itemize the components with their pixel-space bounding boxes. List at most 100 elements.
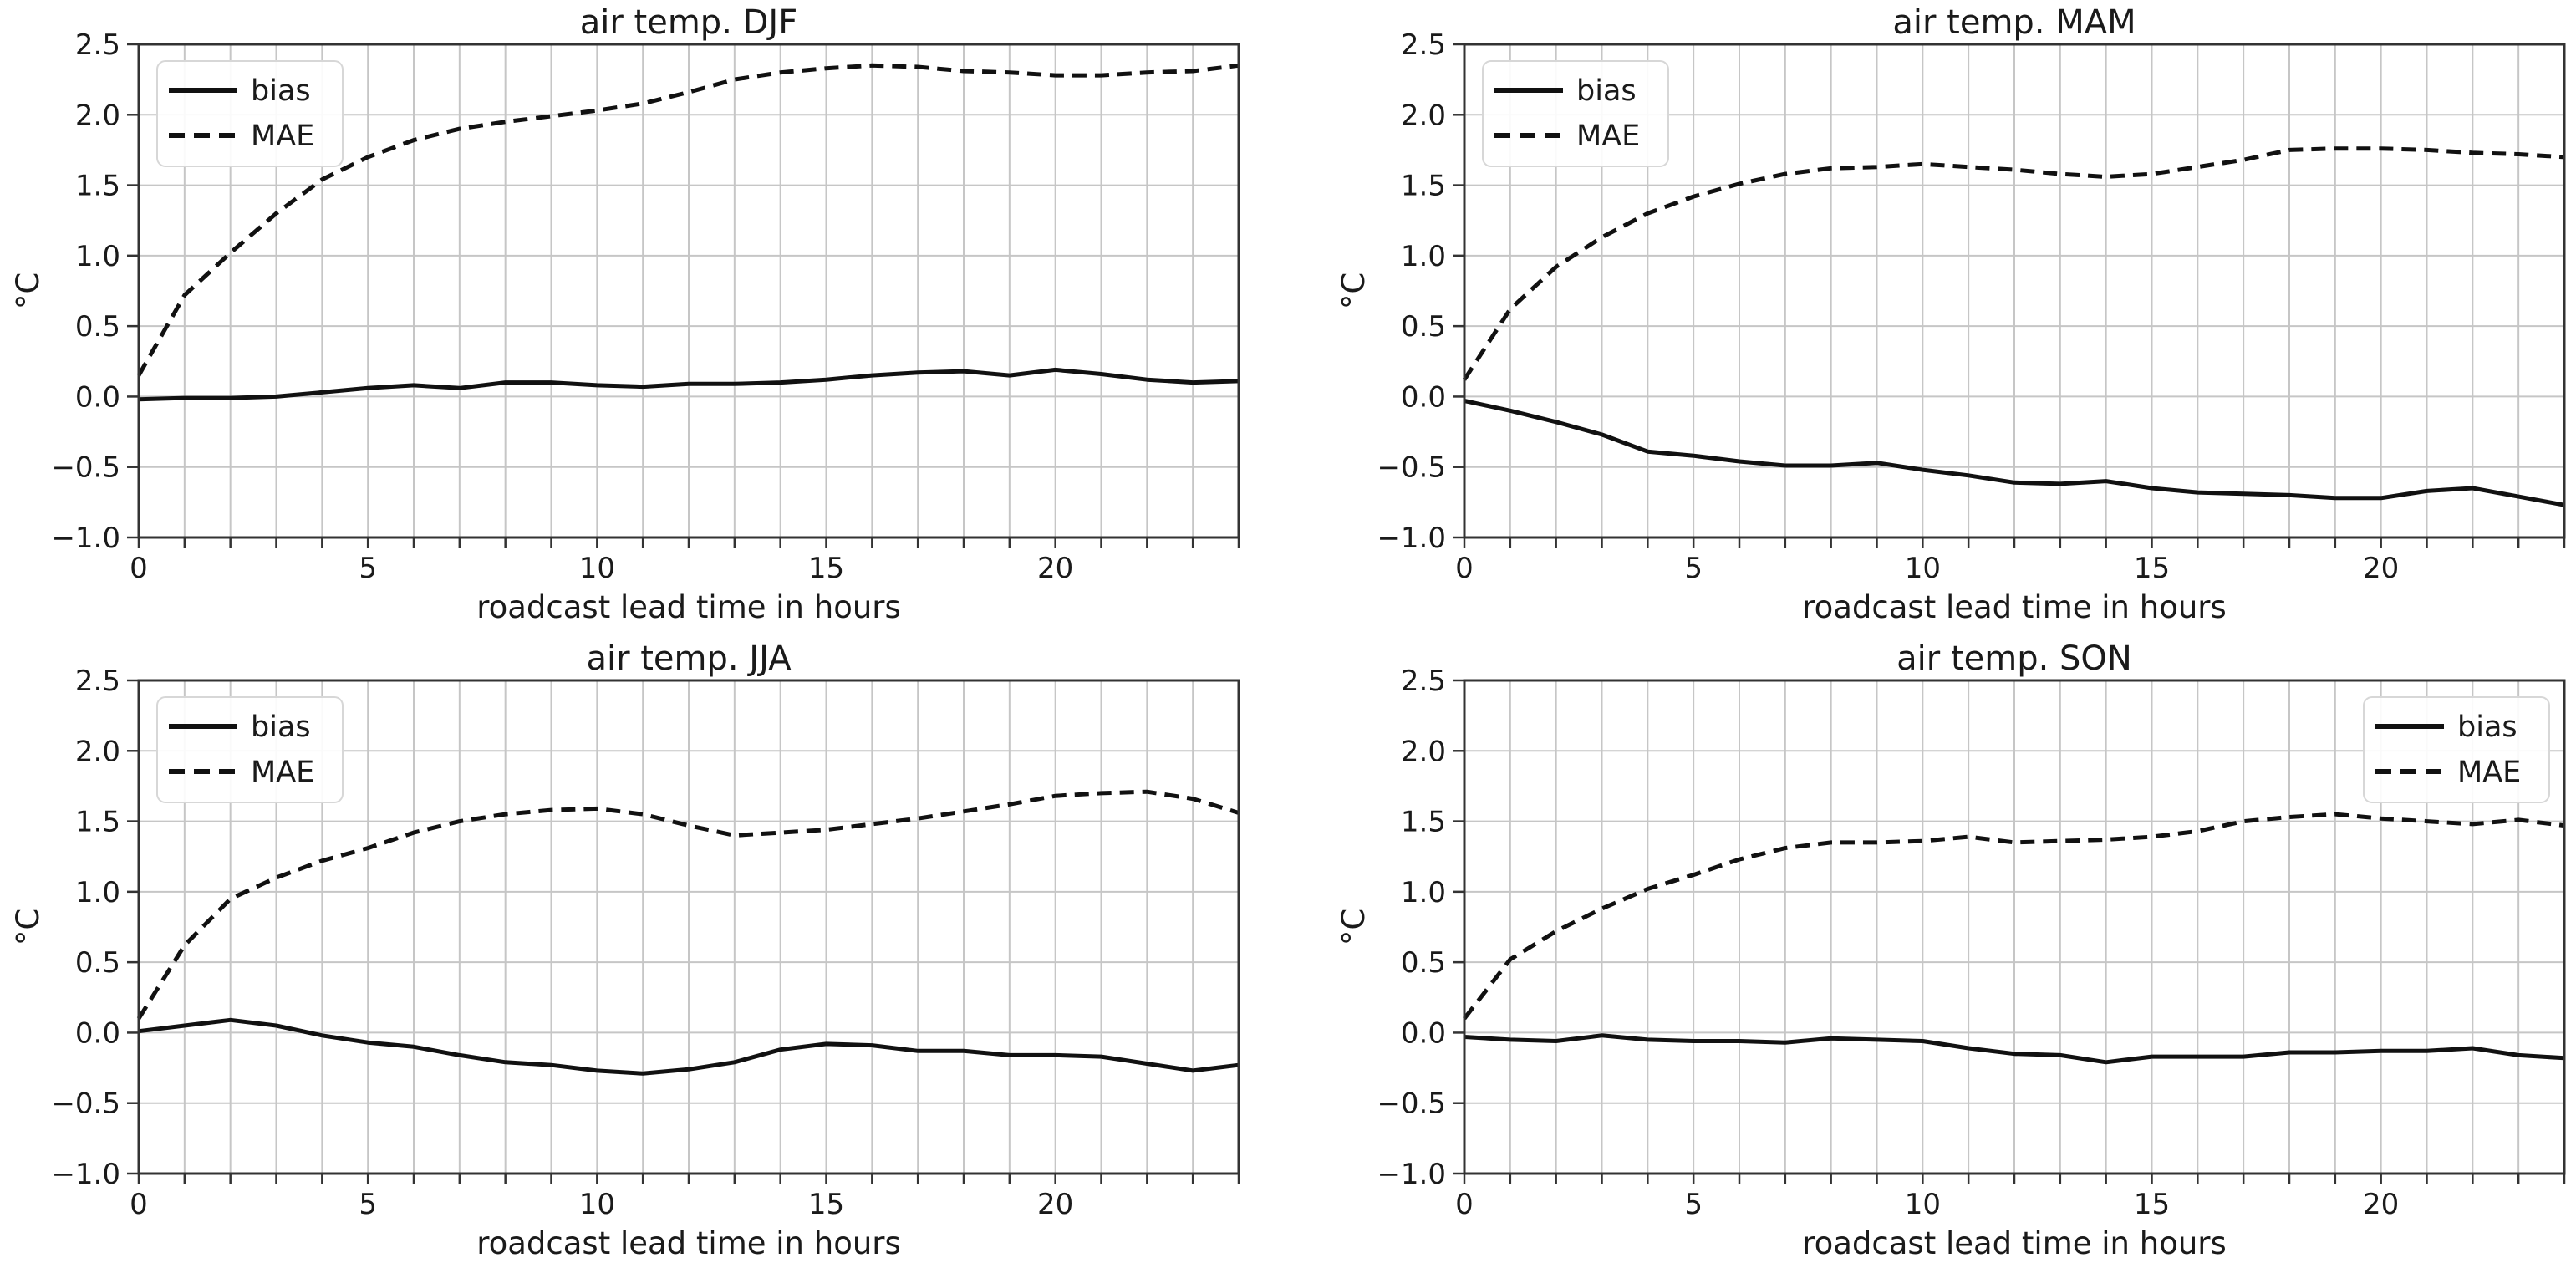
legend-box [156, 60, 344, 167]
x-axis-label: roadcast lead time in hours [1802, 589, 2227, 625]
x-axis-label: roadcast lead time in hours [476, 589, 901, 625]
series-bias-line [138, 1017, 1240, 1076]
y-tick-label: 2.5 [75, 665, 120, 698]
x-tick-label: 20 [1037, 1188, 1073, 1221]
series-bias-line [1464, 1033, 2565, 1065]
chart-title: air temp. DJF [580, 3, 797, 42]
y-tick-label: −1.0 [51, 1158, 120, 1191]
y-tick-label: 0.5 [75, 946, 120, 980]
x-tick-label: 0 [130, 552, 148, 585]
legend-label: MAE [251, 120, 314, 153]
legend-label: MAE [2457, 756, 2521, 789]
x-tick-label: 0 [1455, 552, 1474, 585]
y-tick-label: 1.5 [1401, 806, 1446, 839]
y-tick-label: 1.0 [75, 876, 120, 909]
y-tick-label: 2.0 [1401, 99, 1446, 132]
y-tick-label: 1.0 [1401, 876, 1446, 909]
y-axis-ticks: 2.5 2.0 1.5 1.0 0.5 0.0 −0.5 −1.0 [1377, 28, 1464, 555]
y-tick-label: 1.5 [75, 170, 120, 203]
x-tick-label: 5 [1684, 1188, 1703, 1221]
legend-label: bias [1576, 74, 1637, 108]
y-tick-label: 0.0 [75, 380, 120, 414]
series-bias-line [138, 367, 1240, 402]
x-tick-label: 20 [2363, 1188, 2399, 1221]
series-mae-line [136, 789, 1240, 1020]
y-tick-label: 0.0 [1401, 1016, 1446, 1050]
y-tick-label: 1.5 [75, 806, 120, 839]
y-axis-ticks: 2.5 2.0 1.5 1.0 0.5 0.0 −0.5 −1.0 [1377, 665, 1464, 1191]
y-tick-label: −0.5 [51, 1087, 120, 1121]
x-axis-label: roadcast lead time in hours [476, 1225, 901, 1260]
legend-label: bias [251, 74, 311, 108]
x-axis-ticks: 0 5 10 15 20 [1455, 537, 2566, 585]
y-axis-ticks: 2.5 2.0 1.5 1.0 0.5 0.0 −0.5 −1.0 [51, 28, 139, 555]
y-tick-label: 1.0 [75, 240, 120, 273]
x-tick-label: 0 [130, 1188, 148, 1221]
x-tick-label: 5 [359, 1188, 377, 1221]
y-tick-label: −1.0 [1377, 1158, 1446, 1191]
y-axis-label: °C [10, 272, 46, 309]
x-tick-label: 0 [1455, 1188, 1474, 1221]
chart-title: air temp. MAM [1892, 3, 2136, 42]
x-axis-label: roadcast lead time in hours [1802, 1225, 2227, 1260]
chart-title: air temp. JJA [586, 639, 792, 678]
y-tick-label: 0.5 [75, 310, 120, 344]
legend: bias MAE [2363, 696, 2550, 803]
y-tick-label: 2.5 [1401, 665, 1446, 698]
x-tick-label: 10 [1905, 552, 1941, 585]
x-axis-ticks: 0 5 10 15 20 [130, 537, 1240, 585]
series-mae-line [1462, 146, 2565, 381]
y-tick-label: 2.0 [1401, 735, 1446, 768]
y-tick-label: 1.0 [1401, 240, 1446, 273]
y-tick-label: 1.5 [1401, 170, 1446, 203]
legend: bias MAE [156, 60, 344, 167]
x-tick-label: 5 [1684, 552, 1703, 585]
legend: bias MAE [156, 696, 344, 803]
x-tick-label: 15 [808, 1188, 844, 1221]
legend-label: bias [251, 710, 311, 744]
legend-label: MAE [251, 756, 314, 789]
legend-label: bias [2457, 710, 2517, 744]
gridlines [1464, 680, 2564, 1174]
x-tick-label: 10 [579, 552, 615, 585]
y-tick-label: 0.0 [1401, 380, 1446, 414]
gridlines [139, 680, 1239, 1174]
y-axis-label: °C [10, 909, 46, 945]
legend-box [156, 696, 344, 803]
y-tick-label: 2.0 [75, 735, 120, 768]
x-tick-label: 10 [1905, 1188, 1941, 1221]
x-tick-label: 20 [2363, 552, 2399, 585]
legend-box [1482, 60, 1669, 167]
chart-title: air temp. SON [1896, 639, 2132, 678]
y-tick-label: 0.5 [1401, 310, 1446, 344]
x-tick-label: 15 [2134, 552, 2170, 585]
y-tick-label: 0.0 [75, 1016, 120, 1050]
series-bias-line [1464, 399, 2565, 507]
y-axis-label: °C [1336, 272, 1372, 309]
x-axis-ticks: 0 5 10 15 20 [1455, 1174, 2566, 1221]
x-tick-label: 15 [2134, 1188, 2170, 1221]
y-tick-label: 2.5 [75, 28, 120, 62]
y-tick-label: −0.5 [51, 451, 120, 485]
y-axis-label: °C [1336, 909, 1372, 945]
series-mae-line [136, 63, 1240, 377]
y-tick-label: 0.5 [1401, 946, 1446, 980]
y-tick-label: 2.5 [1401, 28, 1446, 62]
x-tick-label: 5 [359, 552, 377, 585]
x-tick-label: 10 [579, 1188, 615, 1221]
legend-box [2363, 696, 2550, 803]
y-tick-label: −0.5 [1377, 451, 1446, 485]
y-tick-label: −0.5 [1377, 1087, 1446, 1121]
legend-label: MAE [1576, 120, 1640, 153]
x-tick-label: 20 [1037, 552, 1073, 585]
chart-air-temp-djf: 0 5 10 15 20 2.5 2.0 1.5 1.0 0.5 0.0 −0.5 −1.0 air te… [10, 3, 1240, 625]
y-tick-label: −1.0 [51, 522, 120, 555]
x-axis-ticks: 0 5 10 15 20 [130, 1174, 1240, 1221]
y-axis-ticks: 2.5 2.0 1.5 1.0 0.5 0.0 −0.5 −1.0 [51, 665, 139, 1191]
y-tick-label: −1.0 [1377, 522, 1446, 555]
gridlines [139, 44, 1239, 537]
chart-air-temp-mam: 0 5 10 15 20 2.5 2.0 1.5 1.0 0.5 0.0 −0.5 −1.0 air te… [1336, 3, 2566, 625]
chart-air-temp-son: 0 5 10 15 20 2.5 2.0 1.5 1.0 0.5 0.0 −0.5 −1.0 air te… [1336, 639, 2566, 1261]
